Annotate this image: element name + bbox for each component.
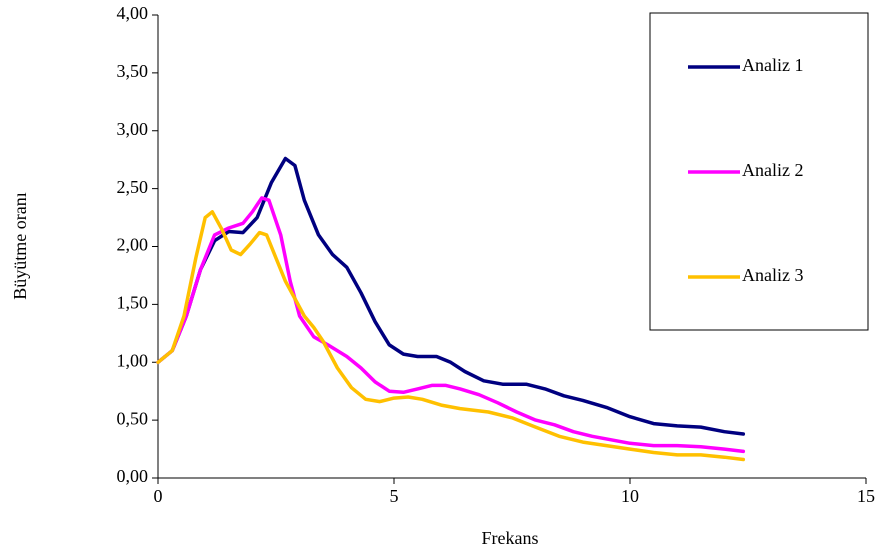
legend-box [649, 12, 869, 331]
y-tick-label: 2,50 [117, 177, 149, 197]
x-tick-label: 15 [857, 486, 875, 506]
series-line [156, 210, 746, 462]
y-tick-label: 3,00 [117, 119, 149, 139]
y-tick-label: 1,00 [117, 350, 149, 370]
x-tick-label: 5 [390, 486, 399, 506]
y-tick-label: 1,50 [117, 293, 149, 313]
y-tick-label: 3,50 [117, 61, 149, 81]
series-line [156, 196, 746, 454]
y-tick-label: 2,00 [117, 235, 149, 255]
x-tick-label: 0 [154, 486, 163, 506]
x-tick-label: 10 [621, 486, 639, 506]
y-tick-label: 0,50 [117, 408, 149, 428]
legend-label: Analiz 3 [742, 265, 803, 285]
legend-label: Analiz 1 [742, 55, 803, 75]
y-tick-label: 0,00 [117, 466, 149, 486]
legend-label: Analiz 2 [742, 160, 803, 180]
y-tick-label: 4,00 [117, 3, 149, 23]
series-line [156, 156, 746, 436]
x-axis-label: Frekans [482, 528, 539, 548]
y-axis-label: Büyütme oranı [10, 192, 30, 299]
